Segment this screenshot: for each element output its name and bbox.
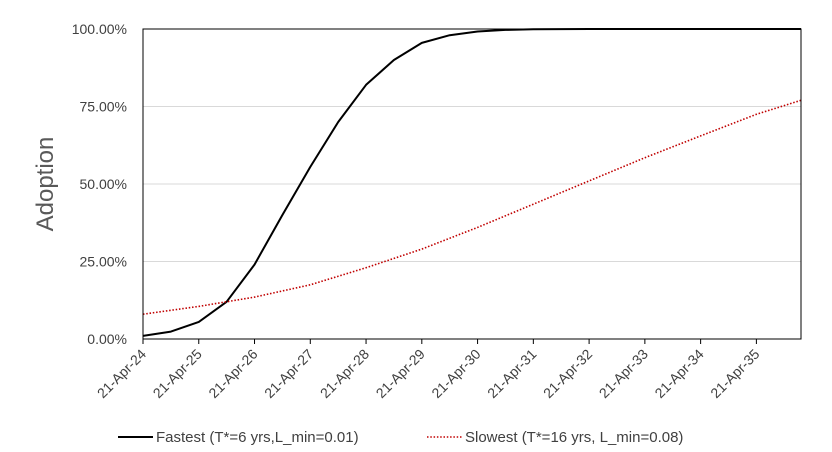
x-tick-label: 21-Apr-34	[651, 346, 706, 401]
x-tick-label: 21-Apr-31	[484, 346, 539, 401]
x-tick-label: 21-Apr-24	[94, 346, 149, 401]
series-lines	[142, 28, 802, 337]
x-tick-label: 21-Apr-30	[428, 346, 483, 401]
series-line-fastest	[142, 28, 801, 337]
legend-label-slowest: Slowest (T*=16 yrs, L_min=0.08)	[465, 429, 683, 446]
x-tick-label: 21-Apr-26	[205, 346, 260, 401]
x-tick-label: 21-Apr-32	[540, 346, 595, 401]
gridlines	[143, 106, 801, 262]
x-tick-label: 21-Apr-28	[317, 346, 372, 401]
series-line-slowest	[142, 99, 802, 315]
x-tick-label: 21-Apr-27	[261, 346, 316, 401]
y-tick-label: 25.00%	[80, 254, 127, 270]
plot-area-frame	[142, 28, 802, 340]
x-tick-label: 21-Apr-25	[150, 346, 205, 401]
legend-label-fastest: Fastest (T*=6 yrs,L_min=0.01)	[156, 429, 359, 446]
x-axis-ticks: 21-Apr-24 21-Apr-25 21-Apr-26 21-Apr-27 21-A…	[94, 339, 763, 401]
y-tick-label: 75.00%	[80, 99, 127, 115]
x-tick-label: 21-Apr-29	[373, 346, 428, 401]
y-axis-label: Adoption	[32, 137, 59, 232]
y-axis-ticks: 0.00% 25.00% 50.00% 75.00% 100.00%	[72, 21, 127, 347]
y-tick-label: 0.00%	[87, 331, 127, 347]
y-tick-label: 100.00%	[72, 21, 127, 37]
legend: Fastest (T*=6 yrs,L_min=0.01) Slowest (T…	[118, 429, 683, 446]
y-tick-label: 50.00%	[80, 176, 127, 192]
x-tick-label: 21-Apr-35	[707, 346, 762, 401]
x-tick-label: 21-Apr-33	[596, 346, 651, 401]
